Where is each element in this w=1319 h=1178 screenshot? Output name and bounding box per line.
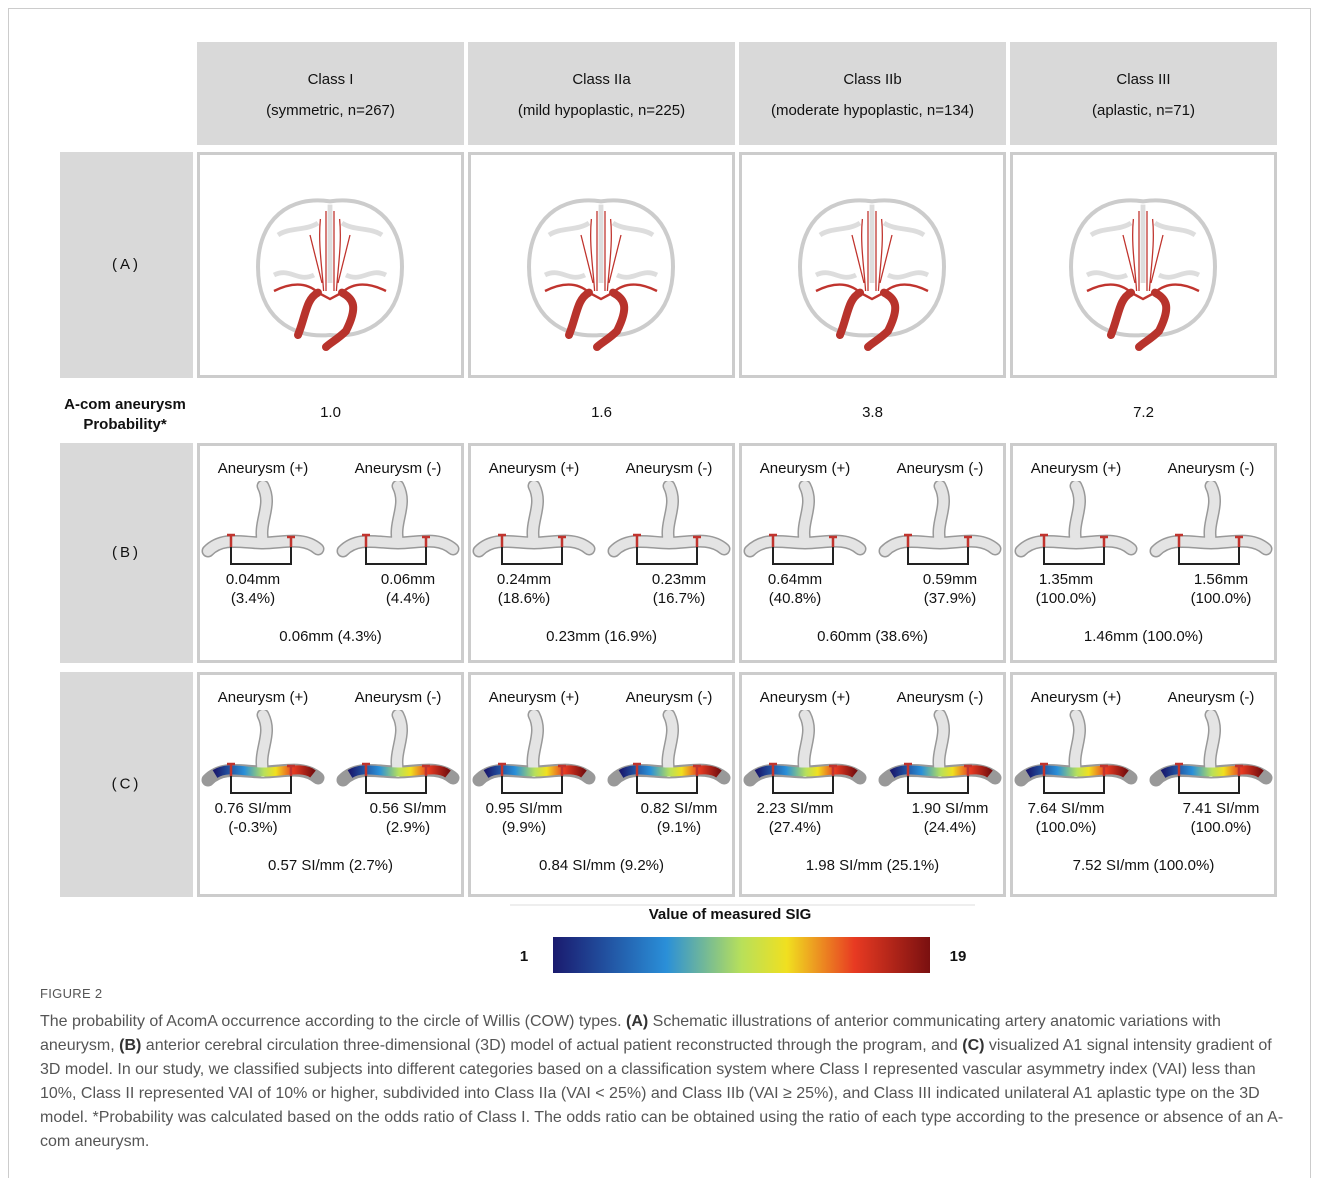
- measure-value: 0.59mm: [923, 571, 977, 588]
- measure-percent: (24.4%): [924, 819, 977, 836]
- measure-percent: (100.0%): [1191, 819, 1252, 836]
- group-label: Aneurysm (-): [355, 689, 442, 706]
- colorbar-title: Value of measured SIG: [649, 906, 812, 923]
- class-title: Class III: [1116, 71, 1170, 88]
- summary: 0.23mm (16.9%): [546, 628, 657, 645]
- header-cell: [197, 42, 464, 145]
- measure-value: 1.56mm: [1194, 571, 1248, 588]
- measure-percent: (100.0%): [1036, 590, 1097, 607]
- class-subtitle: (symmetric, n=267): [266, 102, 395, 119]
- measure-value: 7.41 SI/mm: [1183, 800, 1260, 817]
- panel-ref: (A): [626, 1013, 648, 1030]
- panel-ref: (C): [962, 1037, 984, 1054]
- group-label: Aneurysm (+): [489, 689, 579, 706]
- measure-value: 7.64 SI/mm: [1028, 800, 1105, 817]
- measure-percent: (4.4%): [386, 590, 430, 607]
- measure-percent: (2.9%): [386, 819, 430, 836]
- group-label: Aneurysm (+): [1031, 689, 1121, 706]
- measure-percent: (100.0%): [1036, 819, 1097, 836]
- summary: 0.84 SI/mm (9.2%): [539, 857, 664, 874]
- caption: FIGURE 2 The probability of AcomA occurr…: [40, 982, 1292, 1154]
- row-label: (A): [112, 256, 141, 273]
- measure-percent: (18.6%): [498, 590, 551, 607]
- measure-percent: (27.4%): [769, 819, 822, 836]
- group-label: Aneurysm (+): [760, 689, 850, 706]
- measure-value: 2.23 SI/mm: [757, 800, 834, 817]
- probability-value: 1.6: [591, 404, 612, 421]
- measure-percent: (40.8%): [769, 590, 822, 607]
- caption-segment: The probability of AcomA occurrence acco…: [40, 1013, 626, 1030]
- summary: 0.57 SI/mm (2.7%): [268, 857, 393, 874]
- group-label: Aneurysm (-): [897, 460, 984, 477]
- colorbar-max: 19: [950, 948, 967, 965]
- measure-percent: (-0.3%): [228, 819, 277, 836]
- row-label: (B): [112, 544, 141, 561]
- measure-value: 0.76 SI/mm: [215, 800, 292, 817]
- measure-value: 0.82 SI/mm: [641, 800, 718, 817]
- class-title: Class I: [308, 71, 354, 88]
- summary: 0.06mm (4.3%): [279, 628, 382, 645]
- class-title: Class IIb: [843, 71, 901, 88]
- measure-percent: (9.1%): [657, 819, 701, 836]
- measure-value: 0.64mm: [768, 571, 822, 588]
- measure-value: 0.95 SI/mm: [486, 800, 563, 817]
- group-label: Aneurysm (-): [626, 460, 713, 477]
- probability-value: 1.0: [320, 404, 341, 421]
- group-label: Aneurysm (+): [218, 689, 308, 706]
- measure-value: 0.04mm: [226, 571, 280, 588]
- summary: 7.52 SI/mm (100.0%): [1073, 857, 1215, 874]
- panel-ref: (B): [119, 1037, 141, 1054]
- page: Class I (symmetric, n=267) Class IIa (mild …: [0, 0, 1319, 1178]
- measure-percent: (9.9%): [502, 819, 546, 836]
- measure-percent: (16.7%): [653, 590, 706, 607]
- probability-value: 7.2: [1133, 404, 1154, 421]
- header-cell: [468, 42, 735, 145]
- measure-value: 0.23mm: [652, 571, 706, 588]
- group-label: Aneurysm (+): [218, 460, 308, 477]
- measure-percent: (100.0%): [1191, 590, 1252, 607]
- header-cell: [739, 42, 1006, 145]
- caption-text: The probability of AcomA occurrence acco…: [40, 1010, 1292, 1154]
- row-label: (C): [112, 775, 142, 792]
- caption-segment: anterior cerebral circulation three-dime…: [141, 1037, 962, 1054]
- group-label: Aneurysm (-): [1168, 460, 1255, 477]
- header-cell: [1010, 42, 1277, 145]
- group-label: Aneurysm (-): [355, 460, 442, 477]
- group-label: Aneurysm (+): [489, 460, 579, 477]
- summary: 1.98 SI/mm (25.1%): [806, 857, 939, 874]
- colorbar: [553, 937, 930, 973]
- summary: 0.60mm (38.6%): [817, 628, 928, 645]
- measure-value: 0.06mm: [381, 571, 435, 588]
- measure-value: 1.35mm: [1039, 571, 1093, 588]
- class-subtitle: (aplastic, n=71): [1092, 102, 1195, 119]
- class-subtitle: (mild hypoplastic, n=225): [518, 102, 685, 119]
- figure-label: FIGURE 2: [40, 982, 1292, 1006]
- probability-label: A-com aneurysm: [64, 396, 186, 413]
- class-subtitle: (moderate hypoplastic, n=134): [771, 102, 974, 119]
- group-label: Aneurysm (-): [897, 689, 984, 706]
- group-label: Aneurysm (+): [760, 460, 850, 477]
- measure-value: 1.90 SI/mm: [912, 800, 989, 817]
- measure-percent: (37.9%): [924, 590, 977, 607]
- measure-value: 0.56 SI/mm: [370, 800, 447, 817]
- group-label: Aneurysm (+): [1031, 460, 1121, 477]
- probability-label: Probability*: [83, 416, 167, 433]
- figure: Class I (symmetric, n=267) Class IIa (mild …: [0, 0, 1319, 980]
- summary: 1.46mm (100.0%): [1084, 628, 1203, 645]
- measure-percent: (3.4%): [231, 590, 275, 607]
- class-title: Class IIa: [572, 71, 631, 88]
- colorbar-min: 1: [520, 948, 528, 965]
- group-label: Aneurysm (-): [626, 689, 713, 706]
- measure-value: 0.24mm: [497, 571, 551, 588]
- group-label: Aneurysm (-): [1168, 689, 1255, 706]
- probability-value: 3.8: [862, 404, 883, 421]
